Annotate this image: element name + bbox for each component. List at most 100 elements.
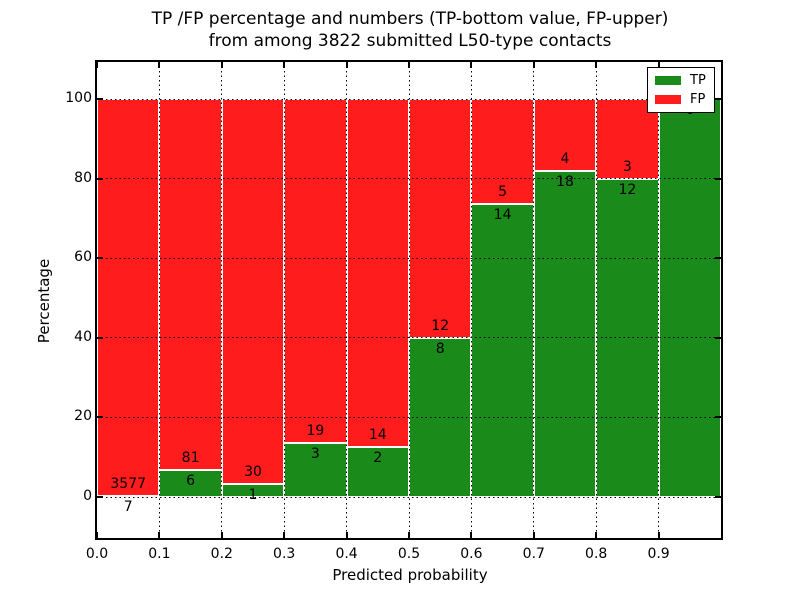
x-axis-label: Predicted probability <box>332 566 488 584</box>
x-tick-mark <box>532 62 535 68</box>
tp-count-label: 1 <box>248 487 258 504</box>
tp-bar-segment <box>471 203 534 497</box>
tp-bar-segment <box>533 171 597 497</box>
tp-count-label: 3 <box>310 445 320 462</box>
legend-label-tp: TP <box>690 73 706 88</box>
fp-count-label: 4 <box>560 151 570 168</box>
horizontal-gridline <box>97 178 721 180</box>
y-tick-label: 0 <box>83 488 92 504</box>
x-tick-label: 0.7 <box>522 546 545 562</box>
fp-bar-segment <box>284 99 347 443</box>
horizontal-gridline <box>97 257 721 259</box>
vertical-gridline <box>283 62 285 538</box>
y-tick-label: 80 <box>74 169 92 186</box>
y-tick-label: 60 <box>74 249 92 266</box>
x-tick-label: 0.5 <box>397 546 421 562</box>
y-tick-mark <box>715 496 721 498</box>
x-tick-label: 0.1 <box>148 546 171 562</box>
fp-bar-segment <box>221 99 285 485</box>
fp-count-label: 12 <box>431 317 450 334</box>
x-tick-mark <box>595 62 598 68</box>
fp-bar-segment <box>346 99 409 448</box>
x-tick-mark <box>220 62 223 68</box>
fp-bar-segment <box>533 99 597 172</box>
chart-title-line2: from among 3822 submitted L50-type conta… <box>208 31 612 51</box>
fp-bar-segment <box>471 99 534 204</box>
x-tick-label: 0.0 <box>85 546 109 562</box>
chart-title: TP /FP percentage and numbers (TP-bottom… <box>20 8 800 52</box>
x-tick-mark <box>532 532 535 538</box>
legend-row-tp: TP <box>655 74 714 87</box>
x-tick-mark <box>657 532 660 538</box>
x-tick-mark <box>345 532 348 538</box>
tp-count-label: 7 <box>123 499 133 516</box>
x-tick-mark <box>283 532 286 538</box>
tp-count-label: 8 <box>435 340 445 357</box>
fp-bar-segment <box>97 99 160 497</box>
y-tick-label: 20 <box>74 408 92 425</box>
vertical-gridline <box>221 62 223 538</box>
x-tick-label: 0.2 <box>210 546 233 562</box>
vertical-gridline <box>533 62 535 538</box>
vertical-gridline <box>658 62 660 538</box>
x-tick-mark <box>283 62 286 68</box>
x-tick-mark <box>595 532 598 538</box>
y-tick-mark <box>97 177 103 180</box>
x-tick-mark <box>470 532 473 538</box>
plot-border <box>95 60 723 540</box>
horizontal-gridline <box>97 496 721 498</box>
horizontal-gridline <box>97 337 721 339</box>
fp-count-label: 19 <box>306 422 325 439</box>
fp-count-label: 14 <box>368 427 387 444</box>
x-tick-mark <box>345 62 348 68</box>
x-tick-label: 0.3 <box>273 546 296 562</box>
y-tick-mark <box>97 496 103 498</box>
x-tick-label: 0.6 <box>460 546 483 562</box>
fp-bar-segment <box>596 99 659 179</box>
tp-count-label: 14 <box>493 206 512 223</box>
y-tick-mark <box>715 257 721 260</box>
tp-swatch-icon <box>655 76 681 85</box>
x-tick-mark <box>408 532 410 538</box>
x-tick-label: 0.4 <box>335 546 358 562</box>
fp-count-label: 30 <box>244 464 262 481</box>
chart-title-line1: TP /FP percentage and numbers (TP-bottom… <box>151 9 669 29</box>
y-tick-mark <box>97 98 103 100</box>
y-tick-mark <box>715 98 721 100</box>
vertical-gridline <box>158 62 160 538</box>
tp-count-label: 12 <box>618 181 637 198</box>
horizontal-gridline <box>97 98 721 100</box>
x-tick-label: 0.8 <box>585 546 608 562</box>
y-tick-mark <box>97 336 103 339</box>
fp-swatch-icon <box>655 95 681 104</box>
fp-count-label: 81 <box>181 449 200 466</box>
y-tick-mark <box>715 177 721 180</box>
x-tick-mark <box>96 532 98 538</box>
y-tick-mark <box>97 416 103 419</box>
x-tick-mark <box>408 62 410 68</box>
vertical-gridline <box>470 62 472 538</box>
y-tick-label: 100 <box>65 90 92 106</box>
x-tick-mark <box>158 532 161 538</box>
y-tick-mark <box>715 336 721 339</box>
x-tick-mark <box>657 62 660 68</box>
tp-bar-segment <box>159 469 222 497</box>
tp-bar-segment <box>284 442 347 497</box>
legend-row-fp: FP <box>655 93 714 106</box>
fp-count-label: 3577 <box>110 476 147 493</box>
legend-label-fp: FP <box>690 92 706 107</box>
tp-count-label: 2 <box>373 450 383 467</box>
x-tick-mark <box>96 62 98 68</box>
y-tick-mark <box>97 257 103 260</box>
vertical-gridline <box>408 62 410 538</box>
fp-count-label: 3 <box>622 158 632 175</box>
vertical-gridline <box>595 62 597 538</box>
fp-bar-segment <box>159 99 222 470</box>
fp-count-label: 5 <box>498 183 508 200</box>
tp-count-label: 6 <box>186 472 196 489</box>
x-tick-mark <box>158 62 161 68</box>
y-tick-mark <box>715 416 721 419</box>
x-tick-label: 0.9 <box>647 546 670 562</box>
tp-bar-segment <box>658 99 721 497</box>
